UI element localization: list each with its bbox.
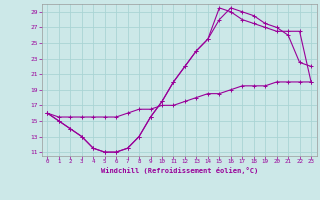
X-axis label: Windchill (Refroidissement éolien,°C): Windchill (Refroidissement éolien,°C)	[100, 167, 258, 174]
